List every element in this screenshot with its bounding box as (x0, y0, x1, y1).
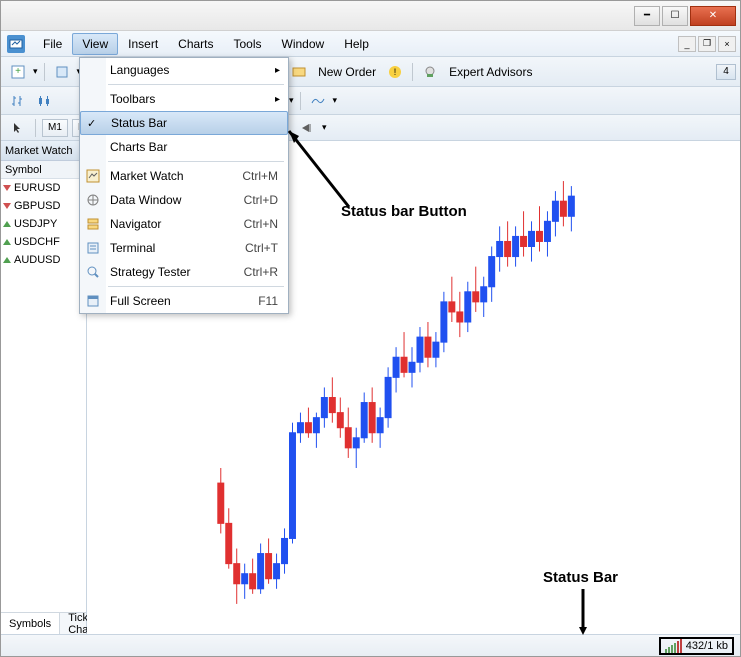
mdi-restore[interactable]: ❐ (698, 36, 716, 52)
up-arrow-icon (3, 221, 11, 227)
expert-advisors-label[interactable]: Expert Advisors (445, 65, 536, 79)
indicators-icon[interactable] (307, 90, 329, 112)
cursor-icon[interactable] (7, 117, 29, 139)
mdi-controls: _ ❐ × (678, 36, 736, 52)
view-dropdown-menu: Languages Toolbars ✓Status Bar Charts Ba… (79, 57, 289, 314)
signal-icon (665, 639, 682, 653)
alert-icon[interactable]: ! (384, 61, 406, 83)
menu-strategy-tester[interactable]: Strategy TesterCtrl+R (80, 260, 288, 284)
mdi-close[interactable]: × (718, 36, 736, 52)
symbol-name: EURUSD (14, 182, 60, 194)
symbol-row[interactable]: USDCHF (1, 233, 86, 251)
symbol-name: USDCHF (14, 236, 60, 248)
menu-status-bar[interactable]: ✓Status Bar (80, 111, 288, 135)
menu-tools[interactable]: Tools (224, 33, 272, 55)
symbol-header: Symbol (1, 161, 86, 179)
menu-insert[interactable]: Insert (118, 33, 168, 55)
navigator-icon (85, 216, 101, 232)
close-button[interactable]: ✕ (690, 6, 736, 26)
menu-terminal[interactable]: TerminalCtrl+T (80, 236, 288, 260)
menubar: File View Insert Charts Tools Window Hel… (1, 31, 740, 57)
down-arrow-icon (3, 185, 11, 191)
profiles-icon[interactable] (51, 61, 73, 83)
market-watch-panel: Market Watch Symbol EURUSD GBPUSD USDJPY US… (1, 141, 87, 634)
menu-languages[interactable]: Languages (80, 58, 288, 82)
menu-file[interactable]: File (33, 33, 72, 55)
timeframe-m1[interactable]: M1 (42, 119, 68, 137)
menu-toolbars[interactable]: Toolbars (80, 87, 288, 111)
statusbar: 432/1 kb (1, 634, 740, 656)
expert-advisors-icon[interactable] (419, 61, 441, 83)
full-screen-icon (85, 293, 101, 309)
connection-status[interactable]: 432/1 kb (659, 637, 734, 655)
mdi-minimize[interactable]: _ (678, 36, 696, 52)
market-watch-icon (85, 168, 101, 184)
check-icon: ✓ (87, 117, 96, 130)
symbol-row[interactable]: GBPUSD (1, 197, 86, 215)
shift-icon[interactable] (296, 117, 318, 139)
menu-window[interactable]: Window (272, 33, 335, 55)
symbol-name: GBPUSD (14, 200, 60, 212)
up-arrow-icon (3, 257, 11, 263)
menu-help[interactable]: Help (334, 33, 379, 55)
svg-text:+: + (15, 66, 21, 77)
symbol-name: USDJPY (14, 218, 57, 230)
menu-data-window[interactable]: Data WindowCtrl+D (80, 188, 288, 212)
new-chart-icon[interactable]: + (7, 61, 29, 83)
notification-badge[interactable]: 4 (716, 64, 736, 80)
terminal-icon (85, 240, 101, 256)
symbol-row[interactable]: EURUSD (1, 179, 86, 197)
symbol-row[interactable]: USDJPY (1, 215, 86, 233)
up-arrow-icon (3, 239, 11, 245)
bar-chart-icon[interactable] (7, 90, 29, 112)
svg-text:!: ! (394, 67, 397, 77)
menu-full-screen[interactable]: Full ScreenF11 (80, 289, 288, 313)
menu-view[interactable]: View (72, 33, 118, 55)
strategy-tester-icon (85, 264, 101, 280)
new-order-label[interactable]: New Order (314, 65, 380, 79)
symbol-name: AUDUSD (14, 254, 60, 266)
minimize-button[interactable]: ━ (634, 6, 660, 26)
candle-chart-icon[interactable] (33, 90, 55, 112)
new-order-icon[interactable] (288, 61, 310, 83)
app-icon (7, 35, 25, 53)
data-window-icon (85, 192, 101, 208)
menu-charts[interactable]: Charts (168, 33, 223, 55)
tab-symbols[interactable]: Symbols (1, 613, 60, 634)
maximize-button[interactable]: ☐ (662, 6, 688, 26)
market-watch-tabs: Symbols Tick Chart (1, 612, 86, 634)
down-arrow-icon (3, 203, 11, 209)
symbol-row[interactable]: AUDUSD (1, 251, 86, 269)
menu-navigator[interactable]: NavigatorCtrl+N (80, 212, 288, 236)
menu-market-watch[interactable]: Market WatchCtrl+M (80, 164, 288, 188)
traffic-label: 432/1 kb (686, 640, 728, 652)
menu-charts-bar[interactable]: Charts Bar (80, 135, 288, 159)
window-titlebar: ━ ☐ ✕ (1, 1, 740, 31)
market-watch-title: Market Watch (1, 141, 86, 161)
